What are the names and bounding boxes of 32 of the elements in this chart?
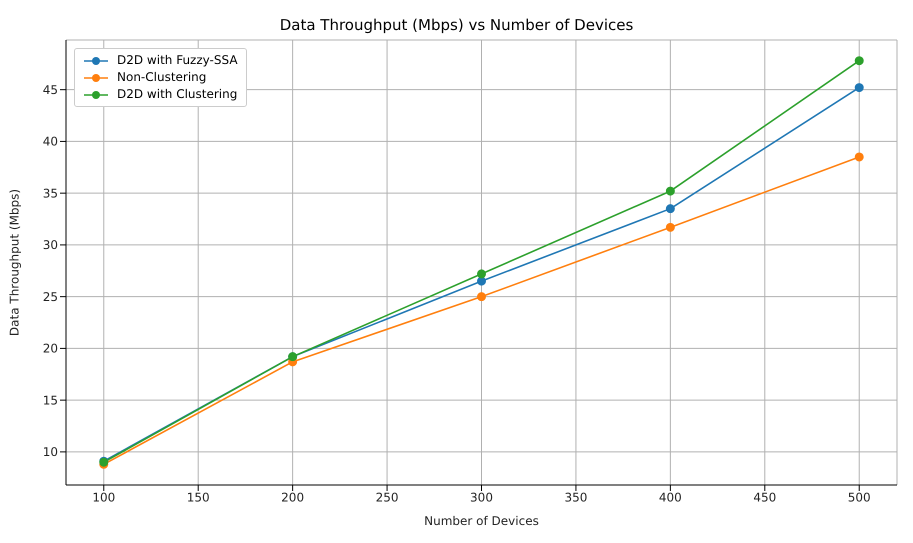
x-tick-label: 350 [564, 490, 588, 505]
y-tick-label: 40 [42, 134, 58, 149]
y-tick-label: 35 [42, 186, 58, 200]
y-tick-label: 25 [42, 290, 58, 304]
y-tick-label: 20 [42, 342, 58, 356]
y-tick-label: 45 [42, 82, 58, 97]
legend-label: D2D with Fuzzy-SSA [117, 52, 238, 69]
x-tick-label: 500 [848, 490, 871, 505]
chart-title: Data Throughput (Mbps) vs Number of Devices [278, 16, 634, 34]
y-axis-title: Data Throughput (Mbps) [7, 188, 22, 336]
point [854, 56, 864, 66]
point [666, 204, 675, 214]
x-axis-title: Number of Devices [424, 514, 539, 528]
point [666, 186, 675, 196]
legend-label: D2D with Clustering [117, 86, 238, 103]
point [854, 83, 864, 92]
y-tick-label: 15 [42, 393, 58, 408]
legend-label: Non-Clustering [117, 69, 206, 86]
point [666, 222, 675, 232]
x-tick-label: 250 [376, 490, 399, 505]
point [477, 276, 486, 286]
x-tick-label: 400 [658, 490, 682, 505]
point [477, 292, 486, 302]
x-tick-label: 100 [92, 490, 116, 505]
y-tick-label: 30 [42, 238, 58, 252]
y-tick-label: 10 [42, 445, 58, 460]
point [854, 152, 864, 162]
x-tick-label: 200 [281, 490, 304, 505]
point [477, 269, 486, 278]
x-tick-label: 450 [753, 490, 776, 505]
x-tick-label: 150 [186, 490, 210, 505]
x-tick-label: 300 [470, 490, 493, 505]
